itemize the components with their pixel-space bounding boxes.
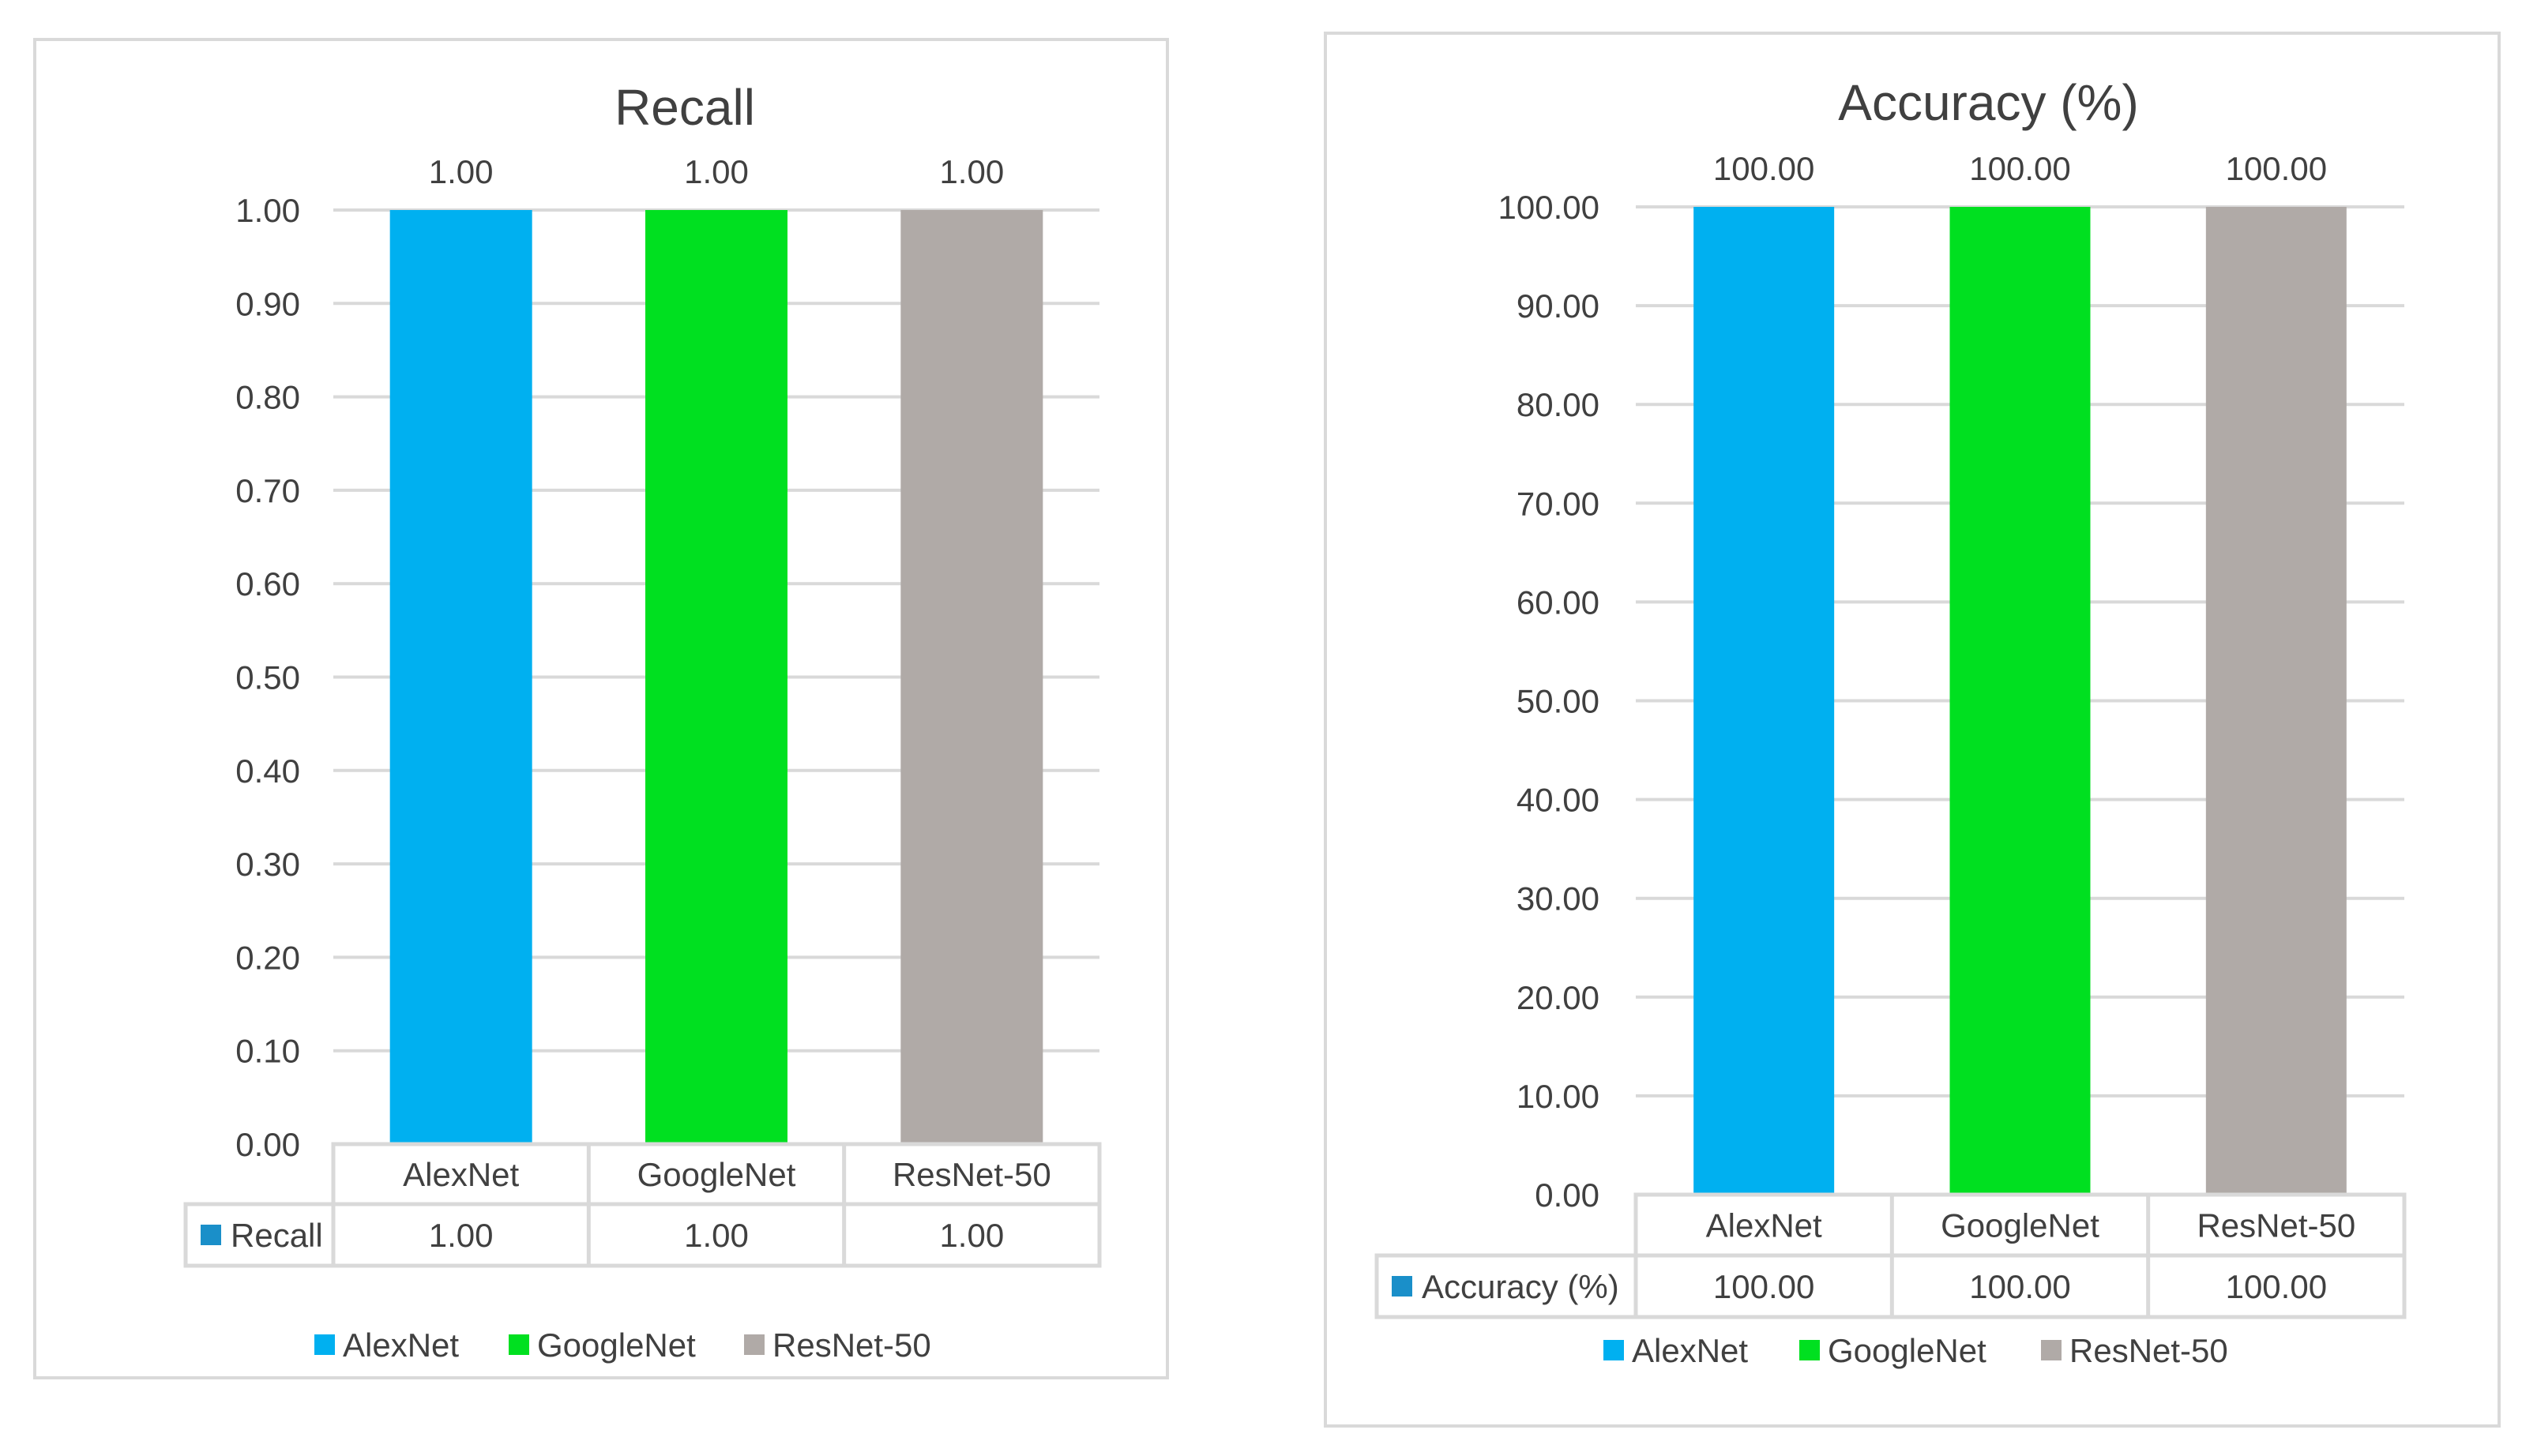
table-cell: 100.00 [1713, 1268, 1814, 1305]
category-label: GoogleNet [637, 1156, 796, 1193]
y-tick-label: 0.90 [235, 285, 300, 322]
table-value-row [183, 1202, 1102, 1268]
data-label: 1.00 [429, 153, 494, 190]
table-cell: 1.00 [429, 1217, 494, 1254]
legend-swatch [2041, 1340, 2062, 1360]
y-tick-label: 0.10 [235, 1033, 300, 1070]
legend-swatch [744, 1334, 765, 1355]
bar-resnet-50 [900, 210, 1043, 1144]
legend-entry: AlexNet [1632, 1332, 1748, 1369]
category-label: ResNet-50 [2197, 1207, 2355, 1244]
legend-swatch [1603, 1340, 1624, 1360]
y-tick-label: 0.80 [235, 379, 300, 416]
y-tick-label: 70.00 [1517, 485, 1599, 522]
data-label: 1.00 [684, 153, 749, 190]
chart-title: Accuracy (%) [1838, 74, 2139, 131]
legend-entry: AlexNet [343, 1327, 459, 1364]
data-label: 100.00 [2226, 150, 2327, 187]
y-tick-label: 90.00 [1517, 287, 1599, 325]
category-label: ResNet-50 [893, 1156, 1051, 1193]
category-label: AlexNet [403, 1156, 519, 1193]
y-tick-label: 20.00 [1517, 979, 1599, 1016]
y-tick-label: 0.60 [235, 565, 300, 602]
y-tick-label: 0.40 [235, 752, 300, 790]
y-tick-label: 0.70 [235, 472, 300, 509]
y-tick-label: 10.00 [1517, 1078, 1599, 1115]
table-row-label: Recall [231, 1217, 323, 1254]
table-cell: 100.00 [2226, 1268, 2327, 1305]
y-tick-label: 100.00 [1498, 189, 1599, 226]
y-tick-label: 1.00 [235, 192, 300, 229]
legend-entry: GoogleNet [537, 1327, 696, 1364]
category-label: AlexNet [1706, 1207, 1822, 1244]
y-tick-label: 0.30 [235, 846, 300, 883]
y-tick-label: 50.00 [1517, 683, 1599, 720]
y-tick-label: 0.50 [235, 659, 300, 696]
bar-alexnet [1693, 207, 1835, 1195]
y-tick-label: 30.00 [1517, 880, 1599, 918]
y-tick-label: 80.00 [1517, 386, 1599, 423]
y-tick-label: 0.00 [235, 1126, 300, 1163]
chart-title: Recall [615, 79, 755, 136]
legend-entry: ResNet-50 [772, 1327, 931, 1364]
legend-swatch [314, 1334, 335, 1355]
y-tick-label: 0.00 [1535, 1176, 1599, 1214]
table-cell: 1.00 [939, 1217, 1004, 1254]
table-legend-key [201, 1225, 221, 1245]
table-cell: 1.00 [684, 1217, 749, 1254]
y-tick-label: 40.00 [1517, 782, 1599, 819]
table-legend-key [1392, 1276, 1412, 1297]
y-tick-label: 0.20 [235, 939, 300, 976]
legend-entry: GoogleNet [1828, 1332, 1986, 1369]
bar-googlenet [1949, 207, 2091, 1195]
data-label: 100.00 [1713, 150, 1814, 187]
chart-2: Accuracy (%) 0.00 10.00 20.00 30.00 40.00 50.0… [1324, 32, 2501, 1428]
chart-1: Recall 0.00 0.10 0.20 0.30 0.40 0.50 0.60 0.70 0.… [33, 38, 1169, 1379]
table-cell: 100.00 [1969, 1268, 2070, 1305]
bar-alexnet [389, 210, 532, 1144]
bar-resnet-50 [2205, 207, 2347, 1195]
legend-entry: ResNet-50 [2069, 1332, 2228, 1369]
bar-googlenet [645, 210, 787, 1144]
category-label: GoogleNet [1941, 1207, 2099, 1244]
data-label: 1.00 [939, 153, 1004, 190]
y-tick-label: 60.00 [1517, 584, 1599, 621]
data-label: 100.00 [1969, 150, 2070, 187]
legend-swatch [1799, 1340, 1820, 1360]
table-row-label: Accuracy (%) [1422, 1268, 1619, 1305]
legend-swatch [509, 1334, 529, 1355]
